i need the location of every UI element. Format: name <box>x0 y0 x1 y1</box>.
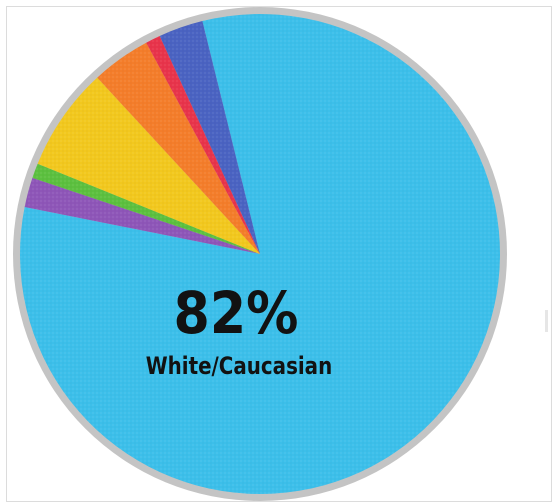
edge-mark <box>545 310 548 332</box>
callout-percent: 82% <box>174 279 299 347</box>
callout-label: White/Caucasian <box>146 353 332 380</box>
